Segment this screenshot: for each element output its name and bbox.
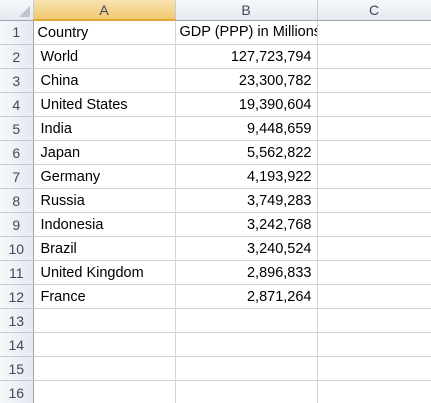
cell-a2[interactable]: World [33,44,176,69]
cell-a9[interactable]: Indonesia [33,212,176,237]
cell-c4[interactable] [317,92,431,117]
cell-c2[interactable] [317,44,431,69]
cell-a12[interactable]: France [33,284,176,309]
cell-b12[interactable]: 2,871,264 [175,284,318,309]
cell-b14[interactable] [175,332,318,357]
cell-a13[interactable] [33,308,176,333]
column-header-b[interactable]: B [175,0,318,21]
table-row: 1 Country GDP (PPP) in Millions of Int $ [0,20,431,45]
row-header[interactable]: 11 [0,260,34,285]
select-all-button[interactable] [0,0,34,21]
row-header[interactable]: 3 [0,68,34,93]
cell-a5[interactable]: India [33,116,176,141]
cell-b1[interactable]: GDP (PPP) in Millions of Int $ [175,20,318,45]
table-row: 16 [0,380,431,403]
table-row: 11 United Kingdom 2,896,833 [0,260,431,285]
row-header[interactable]: 4 [0,92,34,117]
table-row: 7 Germany 4,193,922 [0,164,431,189]
row-header[interactable]: 16 [0,380,34,403]
cell-c8[interactable] [317,188,431,213]
cell-c13[interactable] [317,308,431,333]
cell-c7[interactable] [317,164,431,189]
cell-b5[interactable]: 9,448,659 [175,116,318,141]
table-row: 15 [0,356,431,381]
row-header[interactable]: 1 [0,20,34,45]
column-header-row: A B C [0,0,431,21]
row-header[interactable]: 14 [0,332,34,357]
cell-b3[interactable]: 23,300,782 [175,68,318,93]
cell-b11[interactable]: 2,896,833 [175,260,318,285]
row-header[interactable]: 15 [0,356,34,381]
cell-b2[interactable]: 127,723,794 [175,44,318,69]
cell-c3[interactable] [317,68,431,93]
cell-a15[interactable] [33,356,176,381]
cell-c16[interactable] [317,380,431,403]
row-header[interactable]: 2 [0,44,34,69]
cell-b9[interactable]: 3,242,768 [175,212,318,237]
cell-a7[interactable]: Germany [33,164,176,189]
cell-c10[interactable] [317,236,431,261]
cell-a11[interactable]: United Kingdom [33,260,176,285]
column-header-a[interactable]: A [33,0,176,21]
cell-a6[interactable]: Japan [33,140,176,165]
table-row: 13 [0,308,431,333]
cell-c5[interactable] [317,116,431,141]
row-header[interactable]: 10 [0,236,34,261]
cell-c6[interactable] [317,140,431,165]
cell-a3[interactable]: China [33,68,176,93]
row-header[interactable]: 6 [0,140,34,165]
cell-c9[interactable] [317,212,431,237]
cell-c12[interactable] [317,284,431,309]
row-header[interactable]: 12 [0,284,34,309]
cell-a1[interactable]: Country [33,20,176,45]
cell-a14[interactable] [33,332,176,357]
row-header[interactable]: 5 [0,116,34,141]
row-header[interactable]: 8 [0,188,34,213]
cell-c11[interactable] [317,260,431,285]
select-all-triangle-icon [18,5,30,17]
table-row: 10 Brazil 3,240,524 [0,236,431,261]
cell-a8[interactable]: Russia [33,188,176,213]
cell-c14[interactable] [317,332,431,357]
row-header[interactable]: 13 [0,308,34,333]
table-row: 5 India 9,448,659 [0,116,431,141]
table-row: 12 France 2,871,264 [0,284,431,309]
cell-b10[interactable]: 3,240,524 [175,236,318,261]
cell-a16[interactable] [33,380,176,403]
cell-b8[interactable]: 3,749,283 [175,188,318,213]
table-row: 6 Japan 5,562,822 [0,140,431,165]
table-row: 14 [0,332,431,357]
column-header-c[interactable]: C [317,0,431,21]
cell-b7[interactable]: 4,193,922 [175,164,318,189]
table-row: 2 World 127,723,794 [0,44,431,69]
table-row: 3 China 23,300,782 [0,68,431,93]
cell-b6[interactable]: 5,562,822 [175,140,318,165]
cell-c15[interactable] [317,356,431,381]
table-row: 8 Russia 3,749,283 [0,188,431,213]
cell-a10[interactable]: Brazil [33,236,176,261]
table-row: 9 Indonesia 3,242,768 [0,212,431,237]
cell-b15[interactable] [175,356,318,381]
row-header[interactable]: 7 [0,164,34,189]
cell-b4[interactable]: 19,390,604 [175,92,318,117]
table-row: 4 United States 19,390,604 [0,92,431,117]
row-header[interactable]: 9 [0,212,34,237]
cell-c1[interactable] [317,20,431,45]
cell-b16[interactable] [175,380,318,403]
cell-a4[interactable]: United States [33,92,176,117]
cell-b13[interactable] [175,308,318,333]
